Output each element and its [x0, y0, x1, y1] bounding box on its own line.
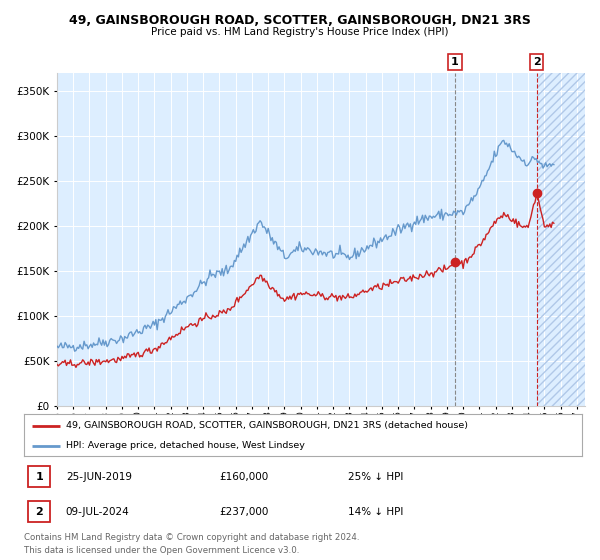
Text: £237,000: £237,000 [220, 507, 269, 517]
Text: 1: 1 [451, 57, 459, 67]
FancyBboxPatch shape [28, 466, 50, 487]
Text: 25% ↓ HPI: 25% ↓ HPI [347, 472, 403, 482]
Text: 49, GAINSBOROUGH ROAD, SCOTTER, GAINSBOROUGH, DN21 3RS: 49, GAINSBOROUGH ROAD, SCOTTER, GAINSBOR… [69, 14, 531, 27]
Text: Price paid vs. HM Land Registry's House Price Index (HPI): Price paid vs. HM Land Registry's House … [151, 27, 449, 37]
Text: 14% ↓ HPI: 14% ↓ HPI [347, 507, 403, 517]
Text: 2: 2 [533, 57, 541, 67]
Text: 25-JUN-2019: 25-JUN-2019 [66, 472, 132, 482]
FancyBboxPatch shape [28, 501, 50, 522]
Text: HPI: Average price, detached house, West Lindsey: HPI: Average price, detached house, West… [66, 441, 305, 450]
Text: Contains HM Land Registry data © Crown copyright and database right 2024.
This d: Contains HM Land Registry data © Crown c… [24, 533, 359, 554]
Text: £160,000: £160,000 [220, 472, 269, 482]
Bar [536, 73, 585, 406]
Text: 09-JUL-2024: 09-JUL-2024 [66, 507, 130, 517]
Text: 1: 1 [35, 472, 43, 482]
Bar [536, 73, 585, 406]
Text: 49, GAINSBOROUGH ROAD, SCOTTER, GAINSBOROUGH, DN21 3RS (detached house): 49, GAINSBOROUGH ROAD, SCOTTER, GAINSBOR… [66, 421, 468, 430]
Text: 2: 2 [35, 507, 43, 517]
